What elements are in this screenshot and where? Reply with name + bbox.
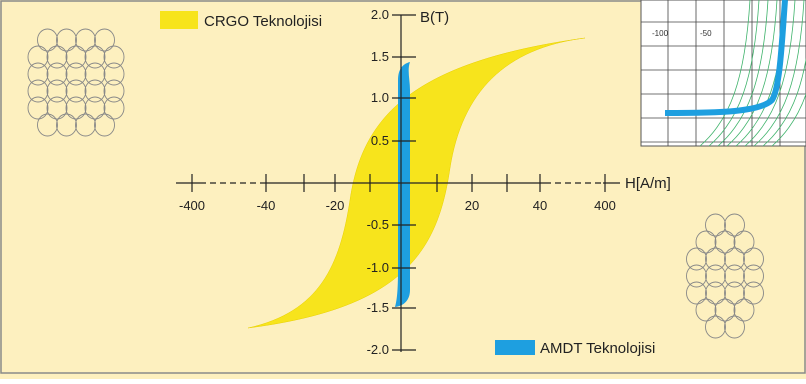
x-tick-label: 400 bbox=[594, 198, 616, 213]
legend-swatch bbox=[495, 340, 535, 355]
x-tick-label: 20 bbox=[465, 198, 479, 213]
inset-tick-label: -100 bbox=[652, 29, 669, 38]
y-tick-label: 2.0 bbox=[371, 7, 389, 22]
x-tick-label: -40 bbox=[257, 198, 276, 213]
legend-label: AMDT Teknolojisi bbox=[540, 340, 655, 357]
y-tick-label: -1.5 bbox=[367, 300, 389, 315]
y-axis-label: B(T) bbox=[420, 9, 449, 26]
y-tick-label: -2.0 bbox=[367, 342, 389, 357]
diagram: 2.0 1.5 1.0 0.5 -0.5 -1.0 -1.5 -2.0 -400 -40 -20 20… bbox=[0, 0, 806, 379]
y-tick-label: -1.0 bbox=[367, 260, 389, 275]
inset-tick-label: -50 bbox=[700, 29, 712, 38]
legend-label: CRGO Teknolojisi bbox=[204, 13, 322, 30]
y-tick-label: 1.0 bbox=[371, 90, 389, 105]
x-tick-label: -20 bbox=[326, 198, 345, 213]
y-tick-label: 0.5 bbox=[371, 133, 389, 148]
legend-swatch bbox=[160, 11, 198, 29]
x-axis-label: H[A/m] bbox=[625, 175, 671, 192]
page: { "legend": {"crgo": "CRGO Teknolojisi",… bbox=[0, 0, 806, 379]
x-tick-label: 40 bbox=[533, 198, 547, 213]
y-tick-label: 1.5 bbox=[371, 49, 389, 64]
inset: -100 -50 bbox=[641, 0, 806, 146]
x-tick-label: -400 bbox=[179, 198, 205, 213]
y-tick-label: -0.5 bbox=[367, 217, 389, 232]
